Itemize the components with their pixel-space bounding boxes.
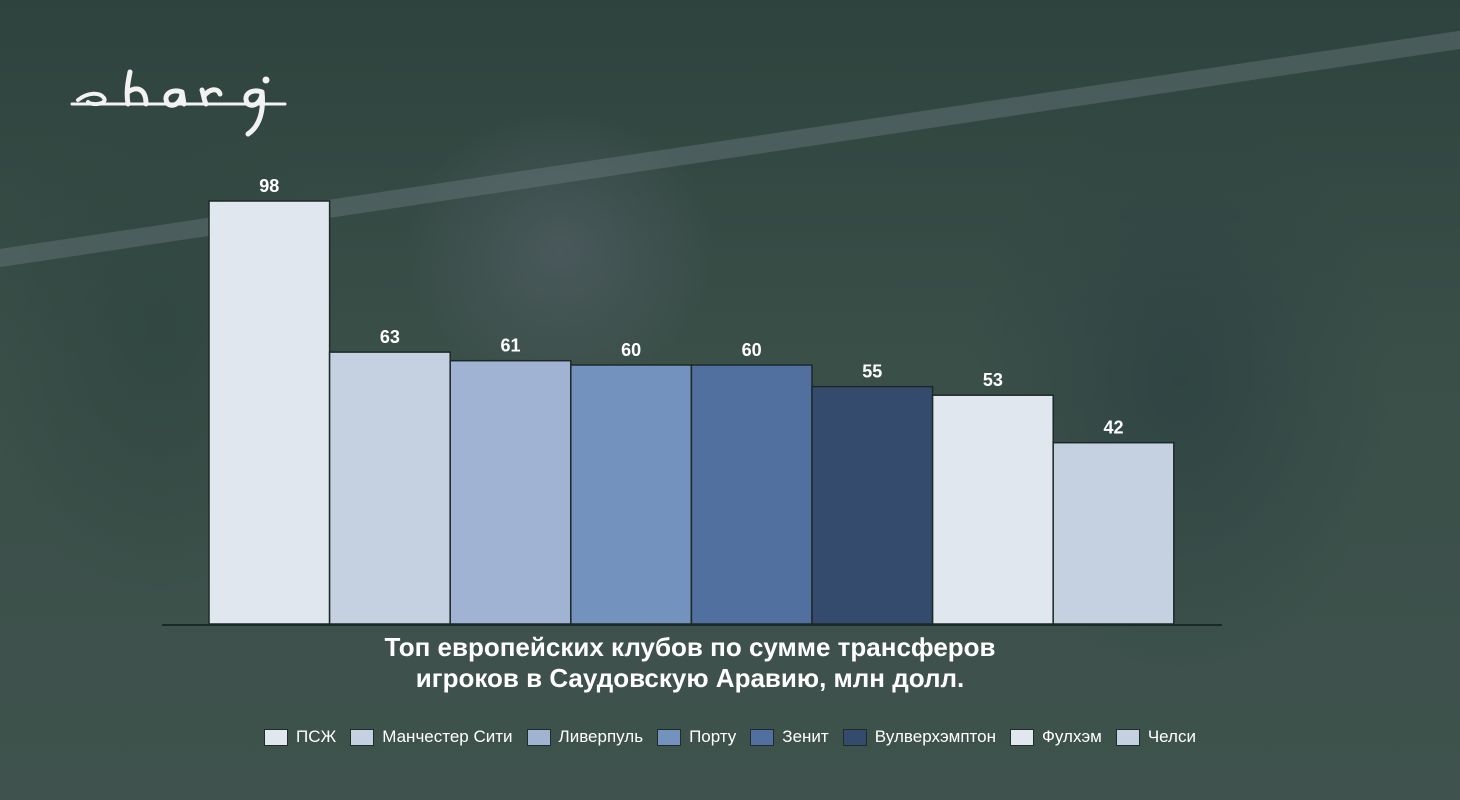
legend-label: Порту [689,727,737,746]
legend-swatch [657,728,682,746]
legend-label: ПСЖ [296,727,337,746]
legend-label: Зенит [782,727,829,746]
bar-5 [690,364,813,625]
bar-value-label-6: 55 [862,362,882,382]
legend-item: Порту [657,727,736,747]
legend-item: Челси [1115,727,1196,747]
bar-2 [328,351,451,625]
legend-swatch [350,728,375,746]
chart-title-line-1: Топ европейских клубов по сумме трансфер… [384,632,996,662]
bar-8 [1052,441,1175,625]
shara-logo [70,69,287,137]
bar-1 [208,200,331,625]
bar-4 [570,364,693,625]
legend-label: Челси [1147,727,1196,746]
legend: ПСЖ Манчестер Сити Ливерпуль Порту Зенит Вулв… [0,727,1460,747]
bar-value-label-5: 60 [742,340,762,360]
bar-value-label-3: 61 [500,336,520,356]
legend-swatch [526,728,551,746]
legend-swatch [750,728,775,746]
bar-value-label-1: 98 [259,176,279,196]
legend-label: Ливерпуль [558,727,644,746]
bar-3 [449,359,572,625]
legend-item: Ливерпуль [526,727,644,747]
bar-7 [931,394,1054,625]
legend-item: Фулхэм [1009,727,1102,747]
bar-6 [811,385,934,625]
legend-item: Манчестер Сити [350,727,513,747]
legend-swatch [264,728,289,746]
legend-swatch [1115,728,1140,746]
bar-value-label-7: 53 [983,370,1003,390]
legend-item: ПСЖ [264,727,336,747]
bar-value-label-2: 63 [380,327,400,347]
legend-swatch [842,728,867,746]
legend-item: Вулверхэмптон [842,727,996,747]
legend-label: Манчестер Сити [382,727,513,746]
bar-value-label-4: 60 [621,340,641,360]
bar-value-label-8: 42 [1103,418,1123,438]
chart-title: Топ европейских клубов по сумме трансфер… [230,632,1150,694]
legend-label: Фулхэм [1041,727,1102,746]
chart-title-line-2: игроков в Саудовскую Аравию, млн долл. [415,663,965,693]
legend-swatch [1009,728,1034,746]
legend-label: Вулверхэмптон [874,727,996,746]
legend-item: Зенит [750,727,829,747]
